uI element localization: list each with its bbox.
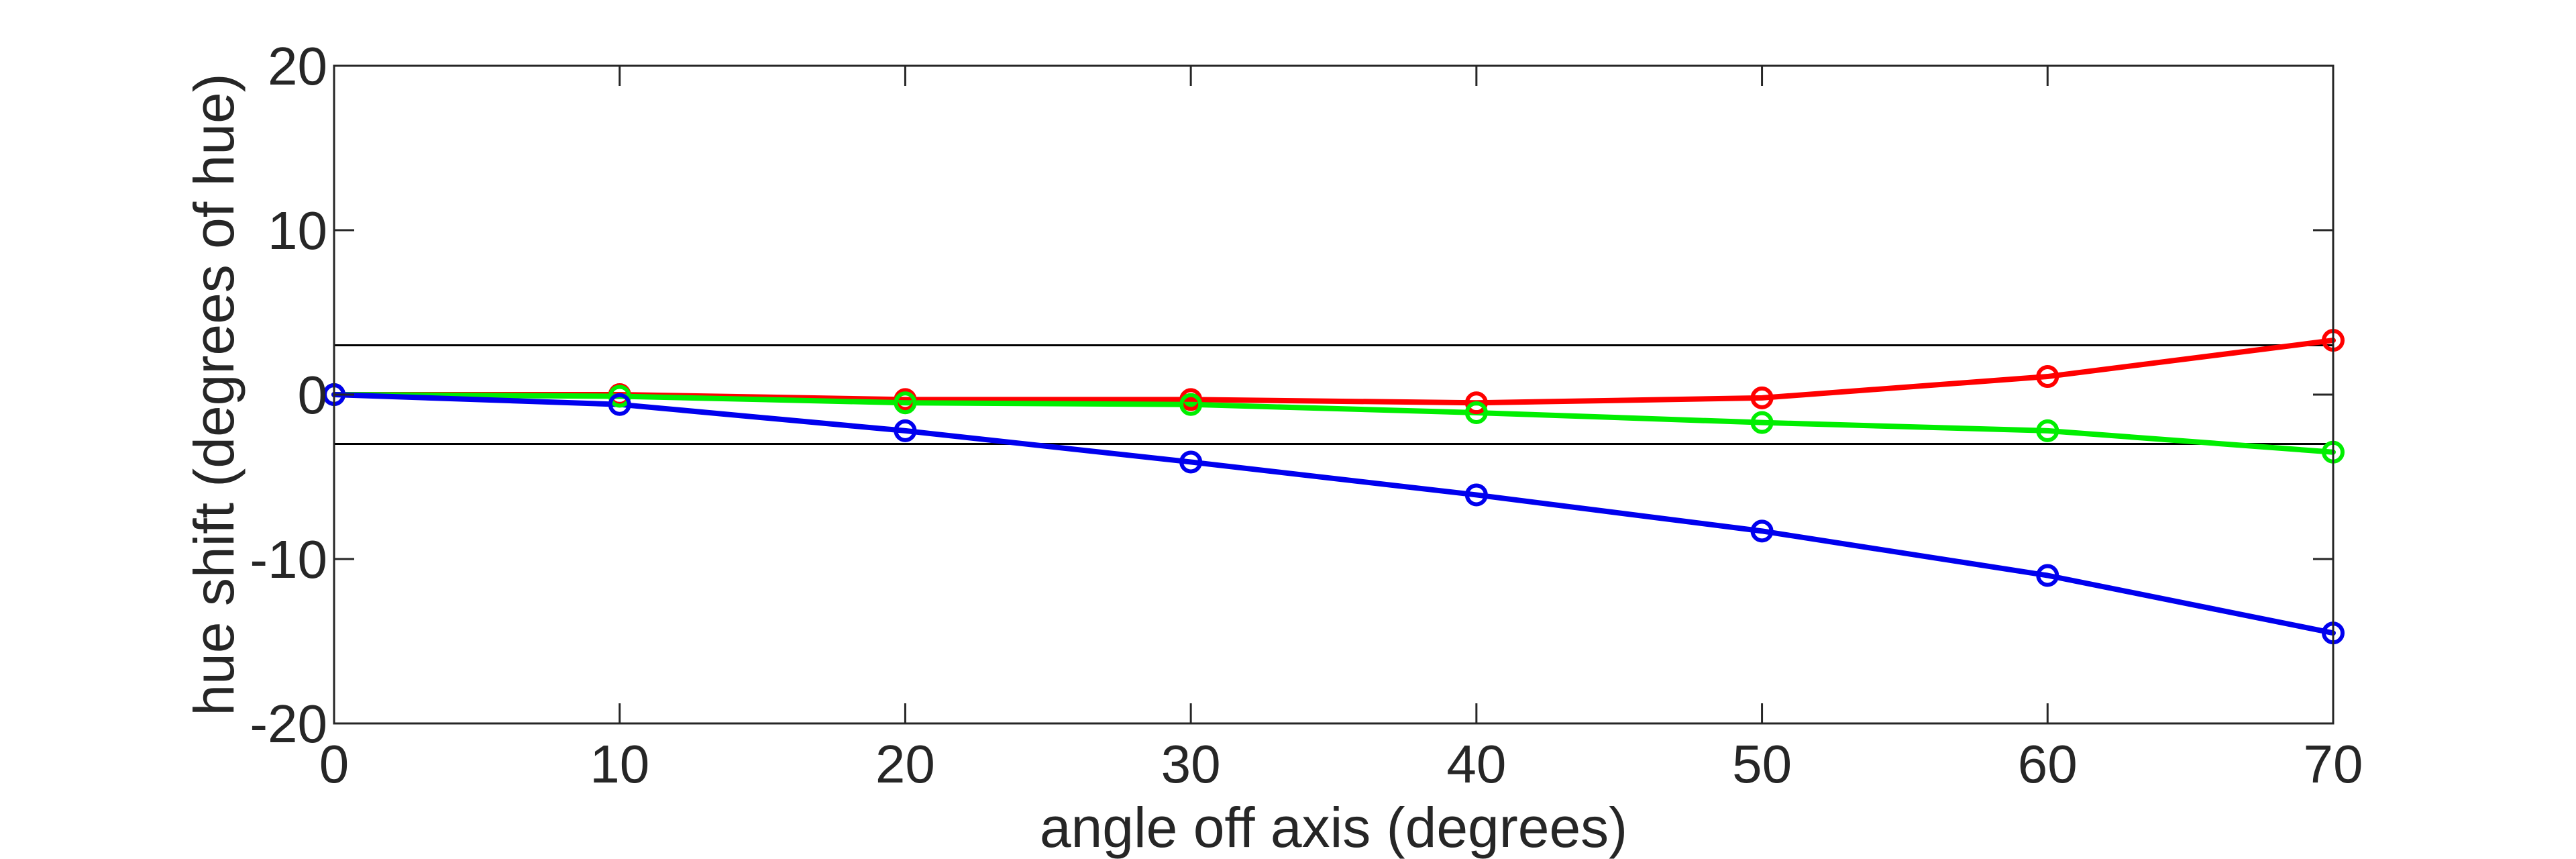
y-tick-label-1: -10 <box>250 529 327 589</box>
series-2-point-5 <box>1750 519 1774 543</box>
series-2-point-2 <box>894 419 917 442</box>
series-2-point-1 <box>608 393 631 416</box>
series-2-point-4 <box>1464 483 1488 507</box>
x-tick-label-5: 50 <box>1732 734 1792 794</box>
x-tick-label-0: 0 <box>319 734 350 794</box>
y-tick-label-2: 0 <box>298 365 328 425</box>
series-1-point-4 <box>1464 401 1488 424</box>
series-1-point-2 <box>894 391 917 415</box>
y-tick-label-4: 20 <box>268 36 327 96</box>
series-0-point-6 <box>2036 365 2059 389</box>
x-tick-label-2: 20 <box>875 734 935 794</box>
series-1-point-1 <box>608 385 631 408</box>
y-axis-label: hue shift (degrees of hue) <box>182 73 246 715</box>
axis-labels-layer: angle off axis (degrees) hue shift (degr… <box>182 73 1627 859</box>
series-0-point-4 <box>1464 391 1488 415</box>
x-tick-label-4: 40 <box>1446 734 1506 794</box>
reference-lines-layer <box>334 344 2333 445</box>
series-1-point-3 <box>1179 393 1203 416</box>
series-2-point-6 <box>2036 564 2059 587</box>
series-2-point-3 <box>1179 450 1203 474</box>
y-tick-label-0: -20 <box>250 694 327 754</box>
series-1-point-6 <box>2036 419 2059 442</box>
ticks-layer: 0 10 20 30 40 50 60 70 -20 -10 0 10 20 <box>250 36 2363 794</box>
series-2-line <box>331 392 2336 636</box>
series-0-point-5 <box>1750 386 1774 409</box>
x-tick-label-3: 30 <box>1161 734 1221 794</box>
series-1-line <box>331 392 2336 455</box>
x-tick-label-1: 10 <box>590 734 649 794</box>
y-tick-label-3: 10 <box>268 201 327 260</box>
x-axis-label: angle off axis (degrees) <box>1040 796 1627 859</box>
series-1-point-5 <box>1750 411 1774 434</box>
x-tick-label-7: 70 <box>2304 734 2363 794</box>
series-0-line <box>331 338 2336 406</box>
x-tick-label-6: 60 <box>2018 734 2078 794</box>
series-layer <box>323 329 2345 645</box>
